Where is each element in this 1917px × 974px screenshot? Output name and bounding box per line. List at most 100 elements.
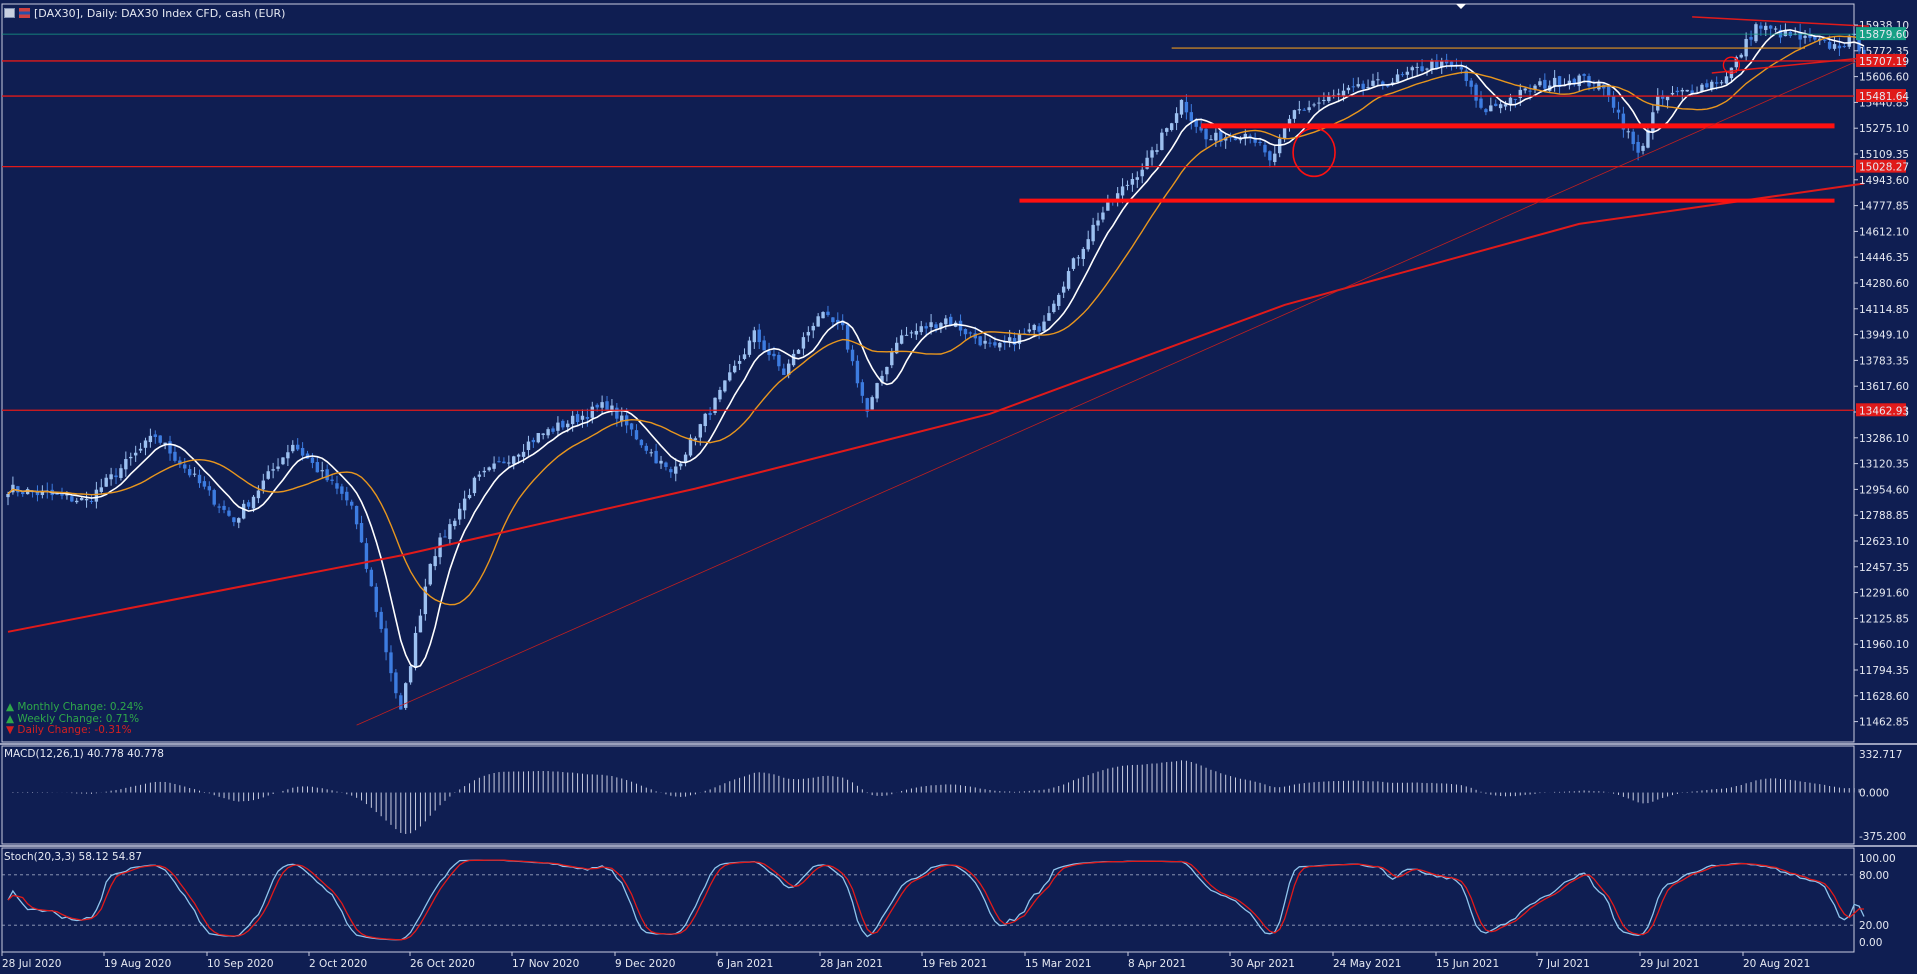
y-tick-label: 14943.60: [1859, 175, 1909, 187]
pane-frame: [1, 847, 1855, 953]
candle-body: [610, 405, 614, 411]
x-tick-label: 7 Jul 2021: [1537, 958, 1590, 970]
candle-body: [271, 469, 275, 471]
candle-body: [433, 556, 437, 567]
candle-body: [968, 332, 973, 334]
candle-body: [40, 491, 45, 496]
daily-change: ▼ Daily Change: -0.31%: [6, 724, 132, 736]
candle-body: [885, 366, 889, 375]
candle-body: [1513, 98, 1518, 100]
x-tick-label: 24 May 2021: [1333, 958, 1401, 970]
candle-body: [183, 464, 187, 469]
candle-body: [899, 335, 904, 344]
candle-body: [1312, 104, 1316, 106]
candle-body: [129, 456, 133, 459]
candle-body: [21, 492, 25, 495]
candle-body: [762, 340, 766, 351]
candle-body: [423, 586, 428, 615]
candle-body: [266, 471, 270, 479]
candle-body: [418, 615, 423, 633]
x-tick-label: 2 Oct 2020: [309, 958, 367, 970]
candle-body: [1336, 93, 1341, 95]
macd-pane[interactable]: [8, 760, 1865, 834]
candle-body: [472, 477, 477, 494]
candle-body: [335, 483, 339, 489]
candle-body: [708, 412, 712, 416]
up-arrow-icon: ▲: [6, 701, 15, 713]
candle-body: [389, 652, 393, 674]
shift-marker-icon: [1456, 4, 1466, 9]
candle-body: [16, 486, 20, 493]
candle-body: [276, 466, 280, 469]
candle-body: [394, 672, 398, 694]
y-tick-label: 14612.10: [1859, 226, 1909, 238]
candle-body: [629, 423, 634, 430]
candle-body: [1631, 131, 1635, 145]
y-tick-label: 12291.60: [1859, 588, 1909, 600]
x-tick-label: 15 Jun 2021: [1436, 958, 1499, 970]
x-tick-label: 17 Nov 2020: [512, 958, 579, 970]
candle-body: [477, 474, 482, 477]
candle-body: [1832, 44, 1837, 49]
candle-body: [1346, 87, 1351, 91]
candle-body: [678, 463, 683, 467]
pane-frame: [1, 745, 1855, 845]
candle-body: [364, 543, 369, 569]
candle-body: [1194, 119, 1198, 127]
candle-body: [1184, 101, 1189, 113]
macd-tick-label: 0.000: [1859, 788, 1889, 800]
candle-body: [1302, 109, 1306, 111]
candle-body: [300, 447, 305, 456]
candle-body: [458, 508, 462, 520]
candle-body: [99, 487, 103, 492]
candle-body: [1498, 104, 1503, 109]
x-tick-label: 28 Jan 2021: [820, 958, 883, 970]
main-price-pane[interactable]: [2, 16, 1870, 726]
candle-body: [1827, 41, 1832, 49]
candle-body: [222, 505, 226, 510]
candle-body: [1606, 86, 1611, 97]
stochastic-pane[interactable]: [2, 859, 1865, 941]
candle-body: [1484, 109, 1488, 113]
candle-body: [1710, 81, 1714, 90]
candle-body: [11, 484, 15, 493]
candle-body: [1061, 286, 1066, 293]
candle-body: [1125, 184, 1130, 186]
candle-body: [1076, 257, 1081, 259]
candle-body: [904, 334, 909, 336]
candle-body: [1474, 84, 1478, 101]
candle-body: [1626, 131, 1630, 133]
candle-body: [340, 486, 344, 494]
candle-body: [350, 501, 354, 506]
candle-body: [1145, 157, 1149, 169]
x-tick-label: 19 Feb 2021: [922, 958, 987, 970]
down-arrow-icon: ▼: [6, 724, 15, 736]
y-tick-label: 11960.10: [1859, 639, 1909, 651]
price-tag-label: 15028.27: [1859, 162, 1909, 174]
sma-slow-line: [7, 182, 1865, 633]
candle-body: [1057, 294, 1061, 306]
chart-menu-icon[interactable]: [4, 8, 15, 18]
candle-body: [1582, 74, 1586, 76]
candle-body: [1764, 25, 1768, 31]
candle-body: [747, 340, 752, 355]
candle-body: [566, 423, 570, 428]
price-tag-label: 15707.19: [1859, 56, 1909, 68]
candle-body: [821, 312, 825, 319]
chart-title: [DAX30], Daily: DAX30 Index CFD, cash (E…: [34, 6, 286, 20]
y-tick-label: 12788.85: [1859, 510, 1909, 522]
candle-body: [1479, 98, 1483, 108]
candle-body: [1494, 103, 1498, 106]
candle-body: [570, 415, 575, 425]
candle-body: [1307, 107, 1311, 111]
candle-body: [1130, 179, 1135, 185]
candle-body: [1169, 123, 1174, 130]
candles: [6, 22, 1866, 710]
candle-body: [1258, 141, 1262, 144]
candle-body: [482, 470, 486, 473]
candle-body: [1371, 80, 1375, 86]
candle-body: [1189, 112, 1194, 122]
highlight-circle: [1292, 127, 1336, 178]
candle-body: [1636, 142, 1640, 153]
candle-body: [1341, 90, 1346, 96]
